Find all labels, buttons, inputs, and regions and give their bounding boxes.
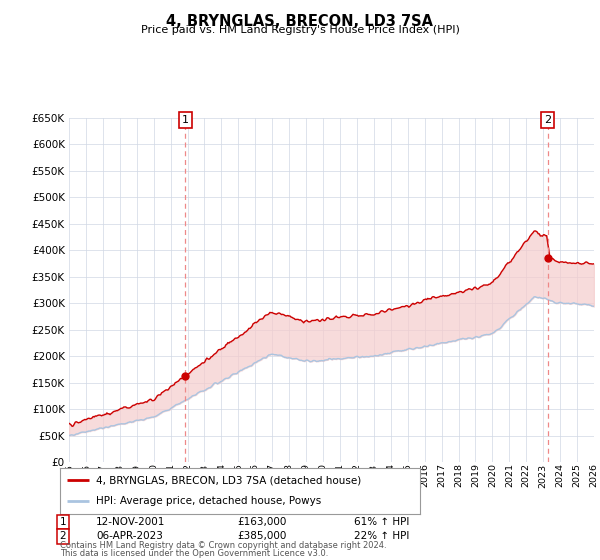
Text: £163,000: £163,000 bbox=[237, 517, 286, 527]
Text: 61% ↑ HPI: 61% ↑ HPI bbox=[354, 517, 409, 527]
Text: 2: 2 bbox=[544, 115, 551, 125]
Text: 12-NOV-2001: 12-NOV-2001 bbox=[96, 517, 166, 527]
Text: 22% ↑ HPI: 22% ↑ HPI bbox=[354, 531, 409, 542]
Text: HPI: Average price, detached house, Powys: HPI: Average price, detached house, Powy… bbox=[96, 496, 321, 506]
Text: Price paid vs. HM Land Registry's House Price Index (HPI): Price paid vs. HM Land Registry's House … bbox=[140, 25, 460, 35]
Text: This data is licensed under the Open Government Licence v3.0.: This data is licensed under the Open Gov… bbox=[60, 549, 328, 558]
Text: 4, BRYNGLAS, BRECON, LD3 7SA: 4, BRYNGLAS, BRECON, LD3 7SA bbox=[167, 14, 433, 29]
Text: 1: 1 bbox=[59, 517, 67, 527]
Text: 2: 2 bbox=[59, 531, 67, 542]
Text: 4, BRYNGLAS, BRECON, LD3 7SA (detached house): 4, BRYNGLAS, BRECON, LD3 7SA (detached h… bbox=[96, 475, 361, 486]
Text: Contains HM Land Registry data © Crown copyright and database right 2024.: Contains HM Land Registry data © Crown c… bbox=[60, 541, 386, 550]
Text: 06-APR-2023: 06-APR-2023 bbox=[96, 531, 163, 542]
Text: £385,000: £385,000 bbox=[237, 531, 286, 542]
Text: 1: 1 bbox=[182, 115, 189, 125]
